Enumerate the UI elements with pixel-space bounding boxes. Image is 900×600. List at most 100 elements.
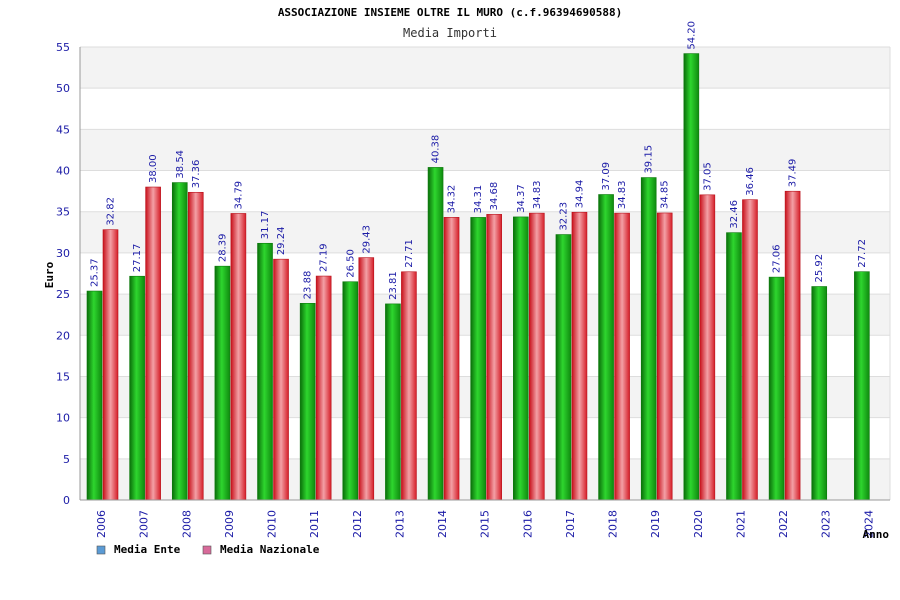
bar-nazionale (315, 275, 332, 501)
bar-nazionale (145, 186, 161, 501)
bar-nazionale (656, 212, 673, 501)
x-tick-label: 2006 (95, 510, 108, 538)
data-label: 25.37 (90, 258, 101, 287)
data-label: 27.72 (857, 239, 868, 268)
data-label: 27.17 (132, 244, 143, 273)
x-tick-label: 2014 (436, 510, 449, 538)
legend-swatch (202, 545, 212, 555)
chart-title: ASSOCIAZIONE INSIEME OLTRE IL MURO (c.f.… (278, 6, 622, 19)
legend-label: Media Nazionale (220, 543, 320, 556)
bar-nazionale (230, 213, 247, 501)
bar-nazionale (187, 191, 204, 501)
x-tick-label: 2018 (607, 510, 620, 538)
x-tick-label: 2010 (266, 510, 279, 538)
data-label: 34.79 (233, 181, 244, 210)
x-tick-label: 2020 (692, 510, 705, 538)
bar-nazionale (486, 214, 502, 501)
y-tick-label: 45 (56, 123, 70, 136)
data-label: 31.17 (260, 211, 271, 240)
bar-ente (683, 53, 700, 501)
data-label: 37.09 (601, 162, 612, 191)
x-tick-label: 2007 (138, 510, 151, 538)
bar-nazionale (358, 257, 375, 501)
x-tick-label: 2021 (734, 510, 747, 538)
y-tick-label: 30 (56, 247, 70, 260)
x-tick-label: 2024 (862, 510, 875, 538)
y-tick-label: 35 (56, 206, 70, 219)
x-tick-label: 2022 (777, 510, 790, 538)
x-tick-label: 2012 (351, 510, 364, 538)
x-tick-label: 2016 (521, 510, 534, 538)
y-tick-label: 50 (56, 82, 70, 95)
y-tick-label: 15 (56, 370, 70, 383)
x-tick-label: 2013 (393, 510, 406, 538)
data-label: 32.82 (106, 197, 117, 226)
data-label: 37.49 (788, 159, 799, 188)
bar-ente (385, 303, 401, 501)
bar-nazionale (614, 212, 630, 501)
bar-ente (811, 286, 828, 501)
bar-nazionale (273, 258, 289, 501)
data-label: 26.50 (345, 249, 356, 278)
data-label: 27.19 (319, 243, 330, 272)
data-label: 54.20 (686, 21, 697, 50)
data-label: 34.31 (473, 185, 484, 214)
y-tick-label: 40 (56, 165, 70, 178)
bar-ente (640, 177, 657, 501)
bar-nazionale (571, 211, 588, 501)
bar-ente (257, 242, 273, 501)
data-label: 34.83 (617, 180, 628, 209)
data-label: 27.71 (404, 239, 415, 268)
bar-ente (470, 217, 486, 501)
bar-ente (555, 234, 572, 501)
bar-ente (854, 271, 870, 501)
data-label: 34.85 (660, 180, 671, 209)
bar-nazionale (742, 199, 758, 501)
data-label: 34.83 (532, 180, 543, 209)
legend-label: Media Ente (114, 543, 181, 556)
data-label: 37.05 (702, 162, 713, 191)
bar-nazionale (699, 194, 716, 501)
data-label: 25.92 (814, 254, 825, 283)
chart-subtitle: Media Importi (403, 26, 497, 40)
data-label: 32.46 (729, 200, 740, 229)
bars (86, 53, 870, 501)
bar-nazionale (443, 217, 460, 501)
bar-ente (129, 275, 145, 501)
grid-band (80, 129, 890, 171)
data-label: 37.36 (191, 160, 202, 189)
data-label: 23.88 (303, 271, 314, 300)
x-axis-label: Anno (863, 528, 890, 541)
x-tick-label: 2008 (180, 510, 193, 538)
y-tick-label: 20 (56, 329, 70, 342)
bar-ente (598, 194, 614, 501)
data-label: 27.06 (772, 244, 783, 273)
bar-ente (768, 276, 785, 501)
data-label: 40.38 (431, 135, 442, 164)
x-tick-label: 2019 (649, 510, 662, 538)
x-tick-label: 2017 (564, 510, 577, 538)
bar-ente (427, 167, 444, 501)
bar-ente (214, 265, 231, 501)
data-label: 23.81 (388, 271, 399, 300)
bar-ente (342, 281, 359, 501)
bar-nazionale (784, 190, 801, 501)
x-tick-label: 2009 (223, 510, 236, 538)
data-label: 34.37 (516, 184, 527, 213)
y-tick-label: 0 (63, 494, 70, 507)
data-label: 36.46 (745, 167, 756, 196)
data-label: 34.94 (574, 180, 585, 209)
y-tick-label: 25 (56, 288, 70, 301)
bar-ente (726, 232, 742, 501)
data-label: 29.43 (361, 225, 372, 254)
data-label: 32.23 (558, 202, 569, 231)
data-label: 34.32 (447, 185, 458, 214)
grid-band (80, 47, 890, 89)
x-axis-ticks: 2006 2007 2008 2009 2010 2011 2012 2013 2014 2015… (95, 510, 875, 538)
data-label: 38.54 (175, 150, 186, 179)
legend: Media Ente Media Nazionale (96, 543, 320, 556)
bar-ente (171, 182, 188, 501)
bar-nazionale (401, 271, 417, 501)
data-label: 38.00 (148, 154, 159, 183)
value-labels: 25.37 32.82 27.17 38.00 38.54 37.36 28.39 34.79… (90, 21, 868, 300)
